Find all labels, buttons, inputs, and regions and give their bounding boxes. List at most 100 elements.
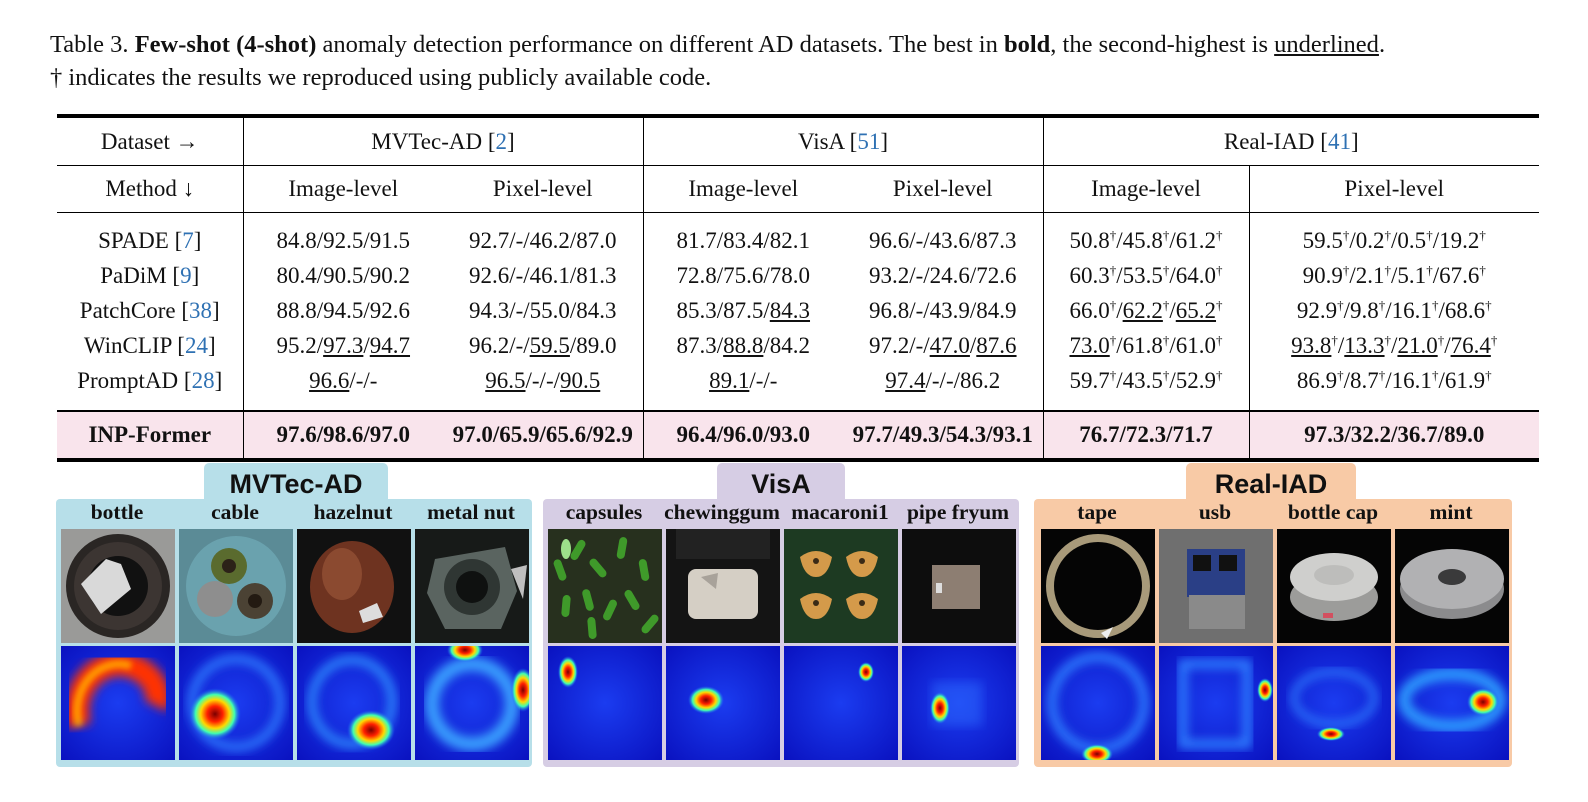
table-cell: 85.3/87.5/84.3 (642, 293, 843, 328)
table-cell: 59.7†/43.5†/52.9† (1042, 363, 1249, 411)
table-row: PaDiM [9] 80.4/90.5/90.2 92.6/-/46.1/81.… (57, 258, 1539, 293)
level-header: Pixel-level (843, 165, 1043, 213)
table-cell: 92.7/-/46.2/87.0 (468, 227, 617, 253)
level-header: Image-level (242, 165, 443, 213)
table-cell: 96.4/96.0/93.0 (642, 410, 843, 462)
table-cell: 97.6/98.6/97.0 (242, 410, 443, 462)
dataset-realiad: Real-IAD [41] (1042, 114, 1539, 166)
dataset-header: Dataset → (57, 114, 243, 166)
level-header: Pixel-level (443, 165, 643, 213)
sample-image-chewinggum (666, 529, 780, 643)
realiad-panel: Real-IAD tape usb bottle cap mint (1034, 463, 1512, 767)
category-label: bottle (90, 500, 144, 524)
table-cell: 92.9†/9.8†/16.1†/68.6† (1248, 293, 1539, 328)
method-name: PaDiM [9] (100, 262, 200, 288)
level-header: Image-level (1042, 165, 1249, 213)
table-cell: 88.8/94.5/92.6 (242, 293, 443, 328)
sample-image-hazelnut (297, 529, 411, 643)
method-name: SPADE [7] (98, 227, 202, 253)
category-label: mint (1429, 500, 1473, 524)
dataset-visa: VisA [51] (642, 114, 1043, 166)
category-label: metal nut (427, 500, 515, 524)
table-cell: 81.7/83.4/82.1 (642, 212, 843, 258)
table-cell: 95.2/97.3/94.7 (242, 328, 443, 363)
table-cell: 96.5/-/-/90.5 (485, 367, 601, 393)
table-row: PromptAD [28] 96.6/-/- 96.5/-/-/90.5 89.… (57, 363, 1539, 411)
method-header: Method ↓ (57, 165, 243, 213)
table-cell: 59.5†/0.2†/0.5†/19.2† (1248, 212, 1539, 258)
heatmap-tape (1041, 646, 1155, 760)
table-cell: 97.7/49.3/54.3/93.1 (843, 410, 1043, 462)
category-label: pipe fryum (906, 500, 1010, 524)
caption-line-2: † indicates the results we reproduced us… (50, 64, 712, 91)
heatmap-hazelnut (297, 646, 411, 760)
heatmap-usb (1159, 646, 1273, 760)
heatmap-macaroni1 (784, 646, 898, 760)
table-cell: 96.6/-/43.6/87.3 (868, 227, 1017, 253)
heatmap-mint (1395, 646, 1509, 760)
table-cell: 93.2/-/24.6/72.6 (868, 262, 1017, 288)
table-cell: 97.3/32.2/36.7/89.0 (1248, 410, 1539, 462)
caption-text-2: , the second-highest is (1050, 31, 1275, 58)
heatmap-chewinggum (666, 646, 780, 760)
category-label: capsules (565, 500, 643, 524)
table-cell: 72.8/75.6/78.0 (642, 258, 843, 293)
table-cell: 50.8†/45.8†/61.2† (1042, 212, 1249, 258)
level-header: Pixel-level (1248, 165, 1539, 213)
table-caption: Table 3. Few-shot (4-shot) anomaly detec… (50, 28, 1540, 94)
dataset-header-row: Dataset → MVTec-AD [2] VisA [51] Real-IA… (57, 114, 1539, 166)
table-cell: 97.4/-/-/86.2 (885, 367, 1001, 393)
heatmap-metal-nut (415, 646, 529, 760)
table-cell: 89.1/-/- (642, 363, 843, 411)
category-label: bottle cap (1287, 500, 1379, 524)
category-label: macaroni1 (791, 500, 889, 524)
results-table: Dataset → MVTec-AD [2] VisA [51] Real-IA… (57, 114, 1539, 462)
heatmap-bottle-cap (1277, 646, 1391, 760)
sample-image-macaroni1 (784, 529, 898, 643)
caption-text-1: anomaly detection performance on differe… (316, 31, 1004, 58)
table-cell: 96.2/-/59.5/89.0 (468, 332, 617, 358)
mvtec-panel: MVTec-AD bottle cable hazelnut metal nut (56, 463, 532, 767)
caption-text-3: . (1378, 31, 1386, 58)
sample-image-bottle (61, 529, 175, 643)
level-header: Image-level (642, 165, 843, 213)
caption-bold-2: bold (1003, 31, 1051, 58)
heatmap-pipe-fryum (902, 646, 1016, 760)
table-row: PatchCore [38] 88.8/94.5/92.6 94.3/-/55.… (57, 293, 1539, 328)
heatmap-cable (179, 646, 293, 760)
table-cell: 94.3/-/55.0/84.3 (468, 297, 617, 323)
table-cell: 90.9†/2.1†/5.1†/67.6† (1248, 258, 1539, 293)
sample-image-tape (1041, 529, 1155, 643)
table-row: SPADE [7] 84.8/92.5/91.5 92.7/-/46.2/87.… (57, 212, 1539, 258)
sample-image-mint (1395, 529, 1509, 643)
category-label: usb (1198, 500, 1232, 524)
sample-image-pipe-fryum (902, 529, 1016, 643)
method-name: INP-Former (57, 410, 243, 462)
table-cell: 92.6/-/46.1/81.3 (468, 262, 617, 288)
table-cell: 60.3†/53.5†/64.0† (1042, 258, 1249, 293)
sample-image-capsules (548, 529, 662, 643)
sample-image-metal-nut (415, 529, 529, 643)
category-label: chewinggum (664, 500, 780, 524)
method-name: PromptAD [28] (77, 367, 223, 393)
ours-row: INP-Former 97.6/98.6/97.0 97.0/65.9/65.6… (57, 410, 1539, 462)
panel-title: Real-IAD (1186, 463, 1356, 501)
level-header-row: Method ↓ Image-level Pixel-level Image-l… (57, 165, 1539, 213)
table-cell: 87.3/88.8/84.2 (642, 328, 843, 363)
category-label: tape (1077, 500, 1117, 524)
table-cell: 97.0/65.9/65.6/92.9 (443, 410, 643, 462)
caption-underlined: underlined (1274, 31, 1379, 58)
sample-image-cable (179, 529, 293, 643)
sample-image-bottle-cap (1277, 529, 1391, 643)
table-cell: 86.9†/8.7†/16.1†/61.9† (1248, 363, 1539, 411)
table-cell: 66.0†/62.2†/65.2† (1042, 293, 1249, 328)
visa-panel: VisA capsules chewinggum macaroni1 pipe … (543, 463, 1019, 767)
category-label: hazelnut (313, 500, 393, 524)
method-name: WinCLIP [24] (83, 332, 216, 358)
caption-prefix: Table 3. (50, 31, 129, 58)
table-cell: 84.8/92.5/91.5 (242, 212, 443, 258)
dataset-mvtec: MVTec-AD [2] (242, 114, 643, 166)
panel-title: MVTec-AD (204, 463, 388, 501)
heatmap-capsules (548, 646, 662, 760)
table-row: WinCLIP [24] 95.2/97.3/94.7 96.2/-/59.5/… (57, 328, 1539, 363)
